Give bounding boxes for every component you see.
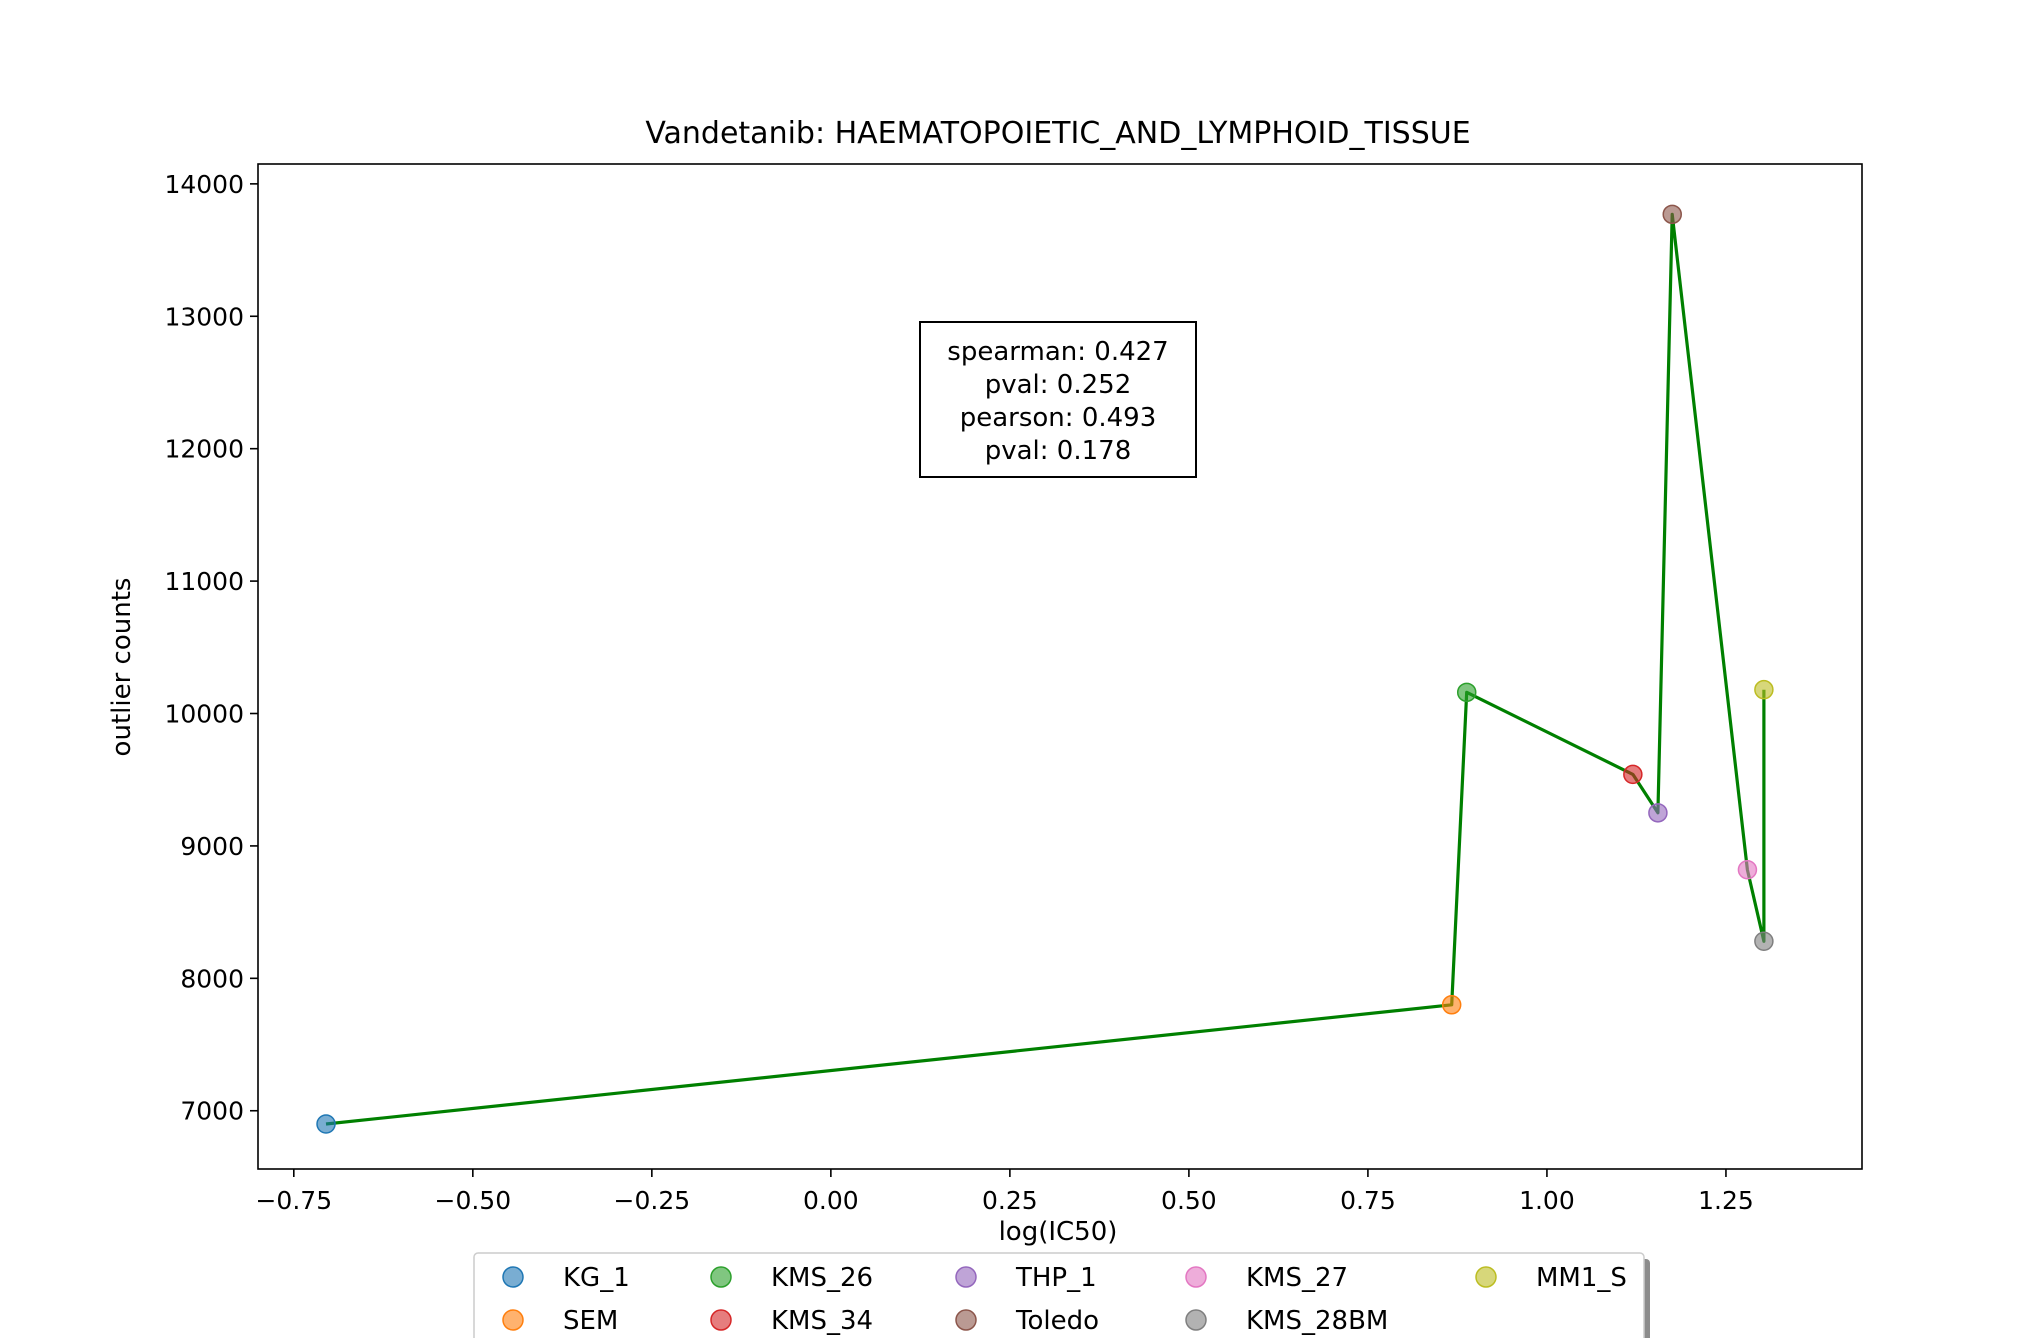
y-tick-label: 7000 bbox=[180, 1097, 244, 1126]
legend-marker bbox=[1185, 1266, 1207, 1288]
legend-label: KMS_26 bbox=[771, 1263, 873, 1293]
data-point-kms-27 bbox=[1737, 860, 1758, 880]
x-tick-label: −0.75 bbox=[255, 1186, 332, 1215]
y-axis-label: outlier counts bbox=[107, 578, 137, 757]
legend: KG_1 SEM KMS_26 KMS_34 THP_1 Toledo KMS_27 KMS_… bbox=[473, 1252, 1650, 1338]
legend-marker bbox=[710, 1266, 732, 1288]
legend-marker bbox=[1185, 1309, 1207, 1331]
legend-label: KG_1 bbox=[563, 1263, 630, 1293]
legend-marker bbox=[955, 1309, 977, 1331]
data-point-kms-34 bbox=[1623, 764, 1643, 785]
plot-area: −0.75 −0.50 −0.25 0.00 0.25 0.50 0.75 1.00 1.25 7… bbox=[164, 163, 1863, 1215]
data-point-toledo bbox=[1662, 204, 1682, 225]
annotation-box bbox=[919, 321, 1197, 478]
legend-marker bbox=[955, 1266, 977, 1288]
annotation-line: spearman: 0.427 bbox=[947, 337, 1168, 367]
y-tick-label: 8000 bbox=[180, 964, 244, 993]
legend-label: KMS_34 bbox=[771, 1306, 873, 1336]
legend-marker bbox=[502, 1309, 524, 1331]
legend-item: KMS_34 bbox=[710, 1306, 873, 1336]
x-tick-label: −0.50 bbox=[435, 1186, 512, 1215]
x-tick-label: 0.25 bbox=[982, 1186, 1038, 1215]
legend-label: KMS_28BM bbox=[1246, 1306, 1388, 1336]
legend-item: Toledo bbox=[955, 1306, 1099, 1336]
legend-item: THP_1 bbox=[955, 1263, 1097, 1293]
annotation-line: pval: 0.178 bbox=[985, 436, 1132, 466]
legend-item: SEM bbox=[502, 1306, 618, 1336]
x-tick-label: 1.25 bbox=[1698, 1186, 1754, 1215]
legend-item: KG_1 bbox=[502, 1263, 630, 1293]
annotation-line: pval: 0.252 bbox=[985, 370, 1132, 400]
axes-frame bbox=[257, 163, 1863, 1170]
legend-label: Toledo bbox=[1015, 1306, 1099, 1336]
y-tick-label: 14000 bbox=[164, 170, 244, 199]
legend-marker bbox=[502, 1266, 524, 1288]
y-tick-label: 10000 bbox=[164, 700, 244, 729]
x-tick-label: −0.25 bbox=[614, 1186, 691, 1215]
x-axis-label: log(IC50) bbox=[999, 1217, 1118, 1247]
legend-label: THP_1 bbox=[1015, 1263, 1097, 1293]
data-point-sem bbox=[1441, 995, 1462, 1015]
y-tick-label: 12000 bbox=[164, 435, 244, 464]
data-point-mm1-s bbox=[1754, 679, 1774, 700]
legend-box bbox=[473, 1252, 1645, 1338]
legend-label: KMS_27 bbox=[1246, 1263, 1348, 1293]
legend-marker bbox=[1475, 1266, 1497, 1288]
data-point-kms-26 bbox=[1456, 682, 1477, 703]
data-point-kg-1 bbox=[316, 1114, 336, 1134]
x-tick-label: 0.50 bbox=[1161, 1186, 1217, 1215]
data-point-thp-1 bbox=[1648, 803, 1668, 823]
legend-item: MM1_S bbox=[1475, 1263, 1627, 1293]
legend-item: KMS_28BM bbox=[1185, 1306, 1388, 1336]
legend-item: KMS_26 bbox=[710, 1263, 873, 1293]
legend-label: MM1_S bbox=[1536, 1263, 1627, 1293]
chart-title: Vandetanib: HAEMATOPOIETIC_AND_LYMPHOID_… bbox=[645, 116, 1470, 151]
x-tick-label: 1.00 bbox=[1519, 1186, 1575, 1215]
y-tick-label: 11000 bbox=[164, 567, 244, 596]
y-tick-label: 9000 bbox=[180, 832, 244, 861]
legend-item: KMS_27 bbox=[1185, 1263, 1348, 1293]
y-tick-label: 13000 bbox=[164, 302, 244, 331]
data-point-kms-28bm bbox=[1754, 931, 1774, 952]
x-tick-label: 0.00 bbox=[803, 1186, 859, 1215]
x-tick-label: 0.75 bbox=[1340, 1186, 1396, 1215]
annotation-line: pearson: 0.493 bbox=[960, 403, 1157, 433]
legend-marker bbox=[710, 1309, 732, 1331]
legend-label: SEM bbox=[563, 1306, 618, 1336]
